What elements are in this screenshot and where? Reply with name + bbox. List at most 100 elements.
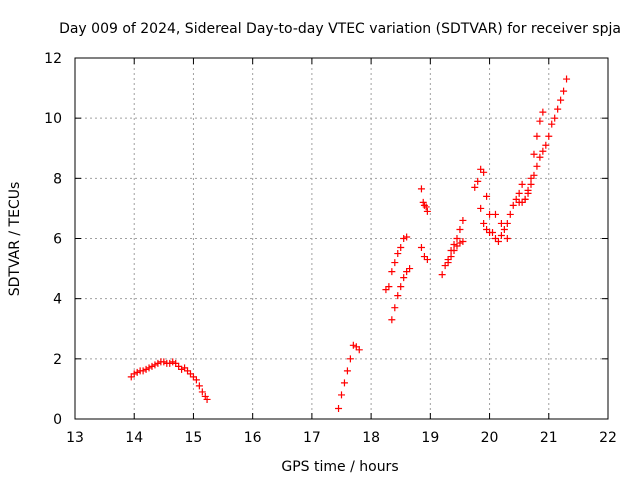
data-point xyxy=(518,198,526,206)
data-point xyxy=(450,241,458,249)
data-point xyxy=(133,368,141,376)
data-point xyxy=(512,195,520,203)
data-point xyxy=(397,283,405,291)
data-point xyxy=(423,207,431,215)
data-point xyxy=(400,235,408,242)
data-point xyxy=(420,253,428,261)
x-tick-label: 21 xyxy=(540,430,558,446)
data-point xyxy=(533,162,541,170)
x-tick-label: 15 xyxy=(185,430,203,446)
data-point xyxy=(456,225,464,233)
data-point xyxy=(530,150,538,158)
data-point xyxy=(422,203,430,211)
data-point xyxy=(417,185,425,193)
data-point xyxy=(486,210,494,218)
data-point xyxy=(453,235,461,242)
data-point xyxy=(388,316,396,324)
data-point xyxy=(447,253,455,261)
data-point xyxy=(554,105,562,113)
data-point xyxy=(542,141,550,149)
y-axis-label: SDTVAR / TECUs xyxy=(7,182,23,297)
data-point xyxy=(338,391,345,399)
y-tick-label: 12 xyxy=(44,51,62,67)
data-point xyxy=(184,367,192,375)
data-point xyxy=(497,231,505,239)
x-axis-label: GPS time / hours xyxy=(281,459,398,475)
data-point xyxy=(178,365,186,373)
data-point xyxy=(503,219,511,227)
data-point xyxy=(489,228,497,236)
data-point xyxy=(456,239,464,247)
data-point xyxy=(346,355,354,363)
data-point xyxy=(453,242,461,250)
data-point xyxy=(491,210,499,218)
data-point xyxy=(160,358,168,366)
x-axis: 13 14 15 16 17 18 19 20 21 22 xyxy=(66,58,617,446)
data-point xyxy=(474,177,482,185)
data-point xyxy=(198,388,206,396)
data-point xyxy=(527,174,535,182)
data-point xyxy=(195,382,203,390)
data-point xyxy=(539,108,547,116)
data-point xyxy=(536,153,544,161)
x-tick-label: 13 xyxy=(66,430,84,446)
data-point xyxy=(548,120,556,128)
data-point xyxy=(154,359,162,367)
x-tick-label: 22 xyxy=(599,430,617,446)
data-point xyxy=(521,195,529,203)
data-point xyxy=(480,168,488,176)
data-point xyxy=(509,201,517,209)
data-point xyxy=(352,343,360,351)
data-point xyxy=(400,274,408,282)
x-tick-label: 19 xyxy=(421,430,439,446)
data-point xyxy=(563,75,571,83)
data-point xyxy=(560,87,568,95)
y-tick-label: 0 xyxy=(53,412,62,428)
data-point xyxy=(524,189,532,197)
data-point xyxy=(406,265,414,273)
x-tick-label: 14 xyxy=(125,430,143,446)
data-point xyxy=(477,204,485,212)
data-point xyxy=(483,192,491,200)
data-point xyxy=(491,235,499,242)
data-point xyxy=(172,359,180,367)
data-point xyxy=(397,244,405,252)
data-point xyxy=(441,262,449,270)
data-point xyxy=(518,180,526,188)
data-point xyxy=(130,370,138,378)
data-point xyxy=(186,370,194,378)
data-point xyxy=(203,395,211,403)
y-axis: 0 2 4 6 8 10 12 xyxy=(44,51,608,428)
data-point xyxy=(500,225,508,233)
data-point xyxy=(419,198,427,206)
data-point xyxy=(169,358,177,366)
data-point xyxy=(530,171,538,179)
data-point xyxy=(391,304,399,312)
data-point xyxy=(536,117,544,125)
data-point xyxy=(403,233,411,241)
data-point xyxy=(340,379,348,387)
data-point xyxy=(527,180,535,188)
data-point xyxy=(497,219,505,227)
data-point xyxy=(335,404,343,412)
data-point xyxy=(385,283,393,291)
data-point xyxy=(444,259,452,267)
x-tick-label: 18 xyxy=(362,430,380,446)
data-point xyxy=(477,165,485,173)
data-point xyxy=(533,132,541,140)
data-point xyxy=(192,376,200,384)
y-tick-label: 8 xyxy=(53,171,62,187)
data-point xyxy=(417,244,425,252)
data-point xyxy=(142,365,150,373)
data-point xyxy=(391,259,399,267)
data-point xyxy=(545,132,553,140)
data-point xyxy=(450,247,458,255)
data-point xyxy=(127,373,135,381)
y-tick-label: 6 xyxy=(53,232,62,248)
data-point xyxy=(382,286,390,294)
data-point xyxy=(539,147,547,155)
data-point xyxy=(175,362,183,370)
data-point xyxy=(145,364,153,372)
data-point xyxy=(438,271,446,279)
